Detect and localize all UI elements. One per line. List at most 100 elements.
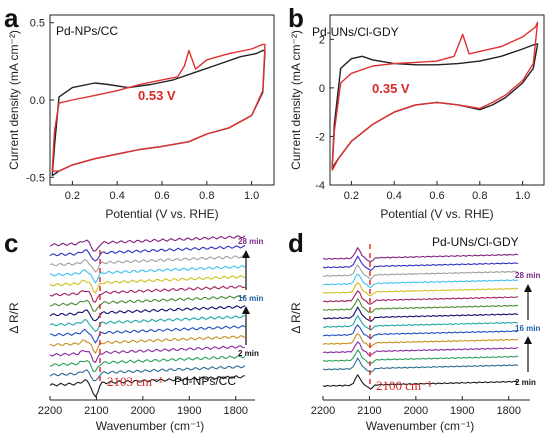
panel-a-xtick-label: 1.0 [244, 190, 259, 202]
panel-d-time-16: 16 min [515, 324, 540, 333]
panel-c-xtick-label: 1800 [223, 405, 247, 417]
panel-d-spectrum-6 [322, 324, 519, 340]
panel-c-spectrum-14 [49, 244, 246, 262]
panel-a-title: Pd-NPs/CC [56, 24, 118, 38]
panel-b-ticks: 0.2 0.4 0.6 0.8 1.0 2 0 -2 -4 [315, 34, 530, 202]
panel-a: a Pd-NPs/CC 0.53 V 0.2 0.4 0.6 0.8 1.0 0.5 0.0… [4, 3, 275, 221]
panel-b-ytick-label: -4 [315, 180, 325, 192]
panel-b-curve-red [331, 21, 539, 171]
panel-d-annotation: 2100 cm⁻¹ [376, 378, 432, 393]
panel-d-spectrum-13 [322, 264, 519, 281]
panel-c-spectrum-9 [49, 295, 246, 312]
panel-d-spectrum-8 [322, 306, 519, 322]
panel-a-ticks: 0.2 0.4 0.6 0.8 1.0 0.5 0.0 -0.5 [26, 18, 259, 202]
panel-c-spectrum-12 [49, 265, 246, 284]
panel-b-ytick-label: 2 [319, 34, 325, 46]
panel-b-curve-black [331, 43, 539, 169]
panel-d-spectrum-12 [322, 273, 519, 289]
panel-a-xtick-label: 0.8 [199, 190, 214, 202]
panel-letter-a: a [4, 3, 19, 33]
panel-d-xtick-label: 2000 [404, 405, 428, 417]
plot-frame-b [329, 14, 545, 186]
panel-d-spectrum-2 [322, 357, 519, 373]
panel-b-ylabel: Current density (mA cm⁻²) [289, 30, 303, 170]
panel-d-spectrum-4 [322, 341, 519, 356]
panel-d-arrows [524, 284, 532, 372]
panel-d: d 2200 2100 2000 1900 1800 2100 cm⁻¹ Pd-UNs/… [288, 228, 540, 433]
panel-a-xlabel: Potential (V vs. RHE) [105, 207, 218, 221]
panel-a-ytick-label: -0.5 [26, 172, 45, 184]
panel-b-title: Pd-UNs/Cl-GDY [312, 25, 399, 39]
panel-c-spectrum-7 [49, 315, 245, 333]
panel-c-time-2: 2 min [238, 349, 259, 358]
panel-c-spectrum-3 [49, 355, 246, 372]
panel-d-spectrum-11 [322, 281, 519, 297]
panel-c-annotation: 2103 cm⁻¹ [107, 374, 163, 389]
panel-c-ticks: 2200 2100 2000 1900 1800 [38, 396, 248, 417]
panel-c-spectrum-10 [49, 285, 246, 303]
panel-c-time-16: 16 min [238, 294, 263, 303]
panel-c-spectrum-5 [49, 335, 246, 355]
panel-c-arrows [242, 250, 250, 345]
panel-d-spectra [322, 246, 519, 390]
panel-b-xtick-label: 0.6 [429, 190, 444, 202]
panel-b-xtick-label: 0.8 [472, 190, 487, 202]
panel-d-xtick-label: 1800 [496, 405, 520, 417]
panel-letter-d: d [288, 228, 304, 258]
panel-c-spectra [49, 235, 246, 398]
panel-d-spectrum-9 [322, 297, 519, 313]
panel-c-time-28: 28 min [238, 237, 263, 246]
panel-d-xtick-label: 1900 [450, 405, 474, 417]
panel-a-ytick-label: 0.5 [30, 18, 45, 30]
panel-a-xtick-label: 0.2 [65, 190, 80, 202]
panel-b-annotation: 0.35 V [372, 81, 410, 96]
panel-d-time-2: 2 min [515, 378, 536, 387]
panel-c-spectrum-13 [49, 255, 246, 273]
panel-d-xlabel: Wavenumber (cm⁻¹) [366, 419, 475, 433]
panel-a-xtick-label: 0.6 [154, 190, 169, 202]
panel-a-ylabel: Current density (mA cm⁻²) [7, 30, 21, 170]
panel-d-spectrum-7 [322, 314, 519, 332]
panel-a-xtick-label: 0.4 [110, 190, 125, 202]
panel-c-xtick-label: 2200 [38, 405, 62, 417]
panel-b-xtick-label: 0.4 [387, 190, 402, 202]
panel-d-spectrum-10 [322, 290, 519, 305]
panel-d-spectrum-15 [322, 246, 519, 263]
panel-b-xtick-label: 1.0 [515, 190, 530, 202]
panel-c: c 2200 2100 2000 1900 1800 2103 cm⁻¹ Pd-NPs/… [4, 228, 263, 433]
panel-letter-b: b [288, 3, 304, 33]
panel-c-title: Pd-NPs/CC [174, 374, 236, 388]
panel-c-spectrum-1 [49, 375, 246, 398]
panel-c-xtick-label: 2100 [84, 405, 108, 417]
panel-a-curve-black [51, 49, 266, 177]
panel-c-spectrum-6 [49, 324, 246, 344]
panel-d-ylabel: Δ R/R [289, 302, 303, 334]
panel-b-ytick-label: 0 [319, 83, 325, 95]
panel-d-xtick-label: 2200 [311, 405, 335, 417]
panel-c-spectrum-8 [49, 304, 246, 322]
panel-c-xlabel: Wavenumber (cm⁻¹) [96, 419, 205, 433]
panel-d-xtick-label: 2100 [357, 405, 381, 417]
panel-letter-c: c [4, 228, 18, 258]
panel-c-xtick-label: 2000 [131, 405, 155, 417]
panel-b: b Pd-UNs/Cl-GDY 0.35 V 0.2 0.4 0.6 0.8 1.020… [288, 3, 545, 221]
panel-d-spectrum-1 [322, 373, 519, 390]
panel-d-spectrum-14 [322, 255, 519, 272]
panel-c-spectrum-2 [49, 365, 246, 382]
panel-c-xtick-label: 1900 [177, 405, 201, 417]
panel-b-ytick-label: -2 [315, 131, 325, 143]
panel-b-xlabel: Potential (V vs. RHE) [380, 207, 493, 221]
panel-c-spectrum-15 [49, 235, 246, 252]
panel-a-annotation: 0.53 V [138, 88, 176, 103]
panel-c-spectrum-4 [49, 345, 245, 364]
panel-d-ticks: 2200 2100 2000 1900 1800 [311, 396, 521, 417]
panel-a-curves [51, 43, 266, 177]
panel-a-ytick-label: 0.0 [30, 95, 45, 107]
panel-d-title: Pd-UNs/Cl-GDY [432, 235, 519, 249]
panel-d-spectrum-5 [322, 332, 519, 348]
panel-a-curve-red [51, 43, 266, 172]
panel-b-xtick-label: 0.2 [344, 190, 359, 202]
panel-c-spectrum-11 [49, 274, 246, 294]
panel-b-curves [331, 21, 539, 171]
